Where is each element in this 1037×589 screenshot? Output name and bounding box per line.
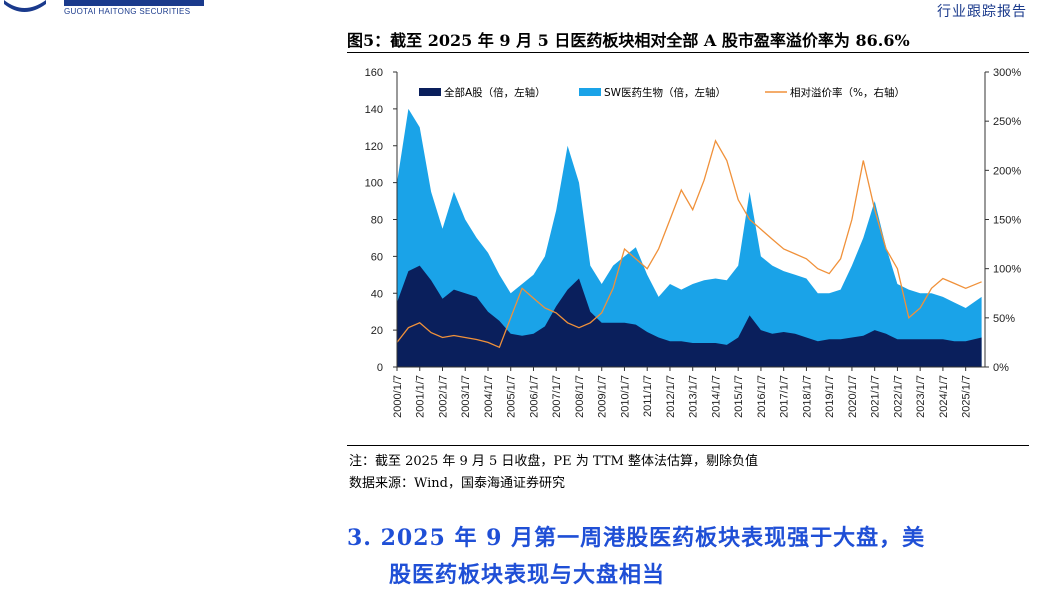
right-tick-label: 0%	[993, 362, 1009, 374]
report-type-label: 行业跟踪报告	[937, 4, 1027, 20]
footer-rule	[347, 445, 1029, 446]
legend-sw-pharma-swatch	[579, 88, 601, 96]
legend-all-a-label: 全部A股（倍，左轴）	[444, 86, 546, 99]
left-tick-label: 80	[371, 215, 383, 227]
left-tick-label: 140	[365, 104, 383, 116]
legend: 全部A股（倍，左轴） SW医药生物（倍，左轴） 相对溢价率（%，右轴）	[419, 86, 905, 99]
x-tick-label: 2012/1/7	[665, 375, 677, 418]
title-rule	[347, 52, 1029, 53]
x-tick-label: 2016/1/7	[756, 375, 768, 418]
right-tick-label: 150%	[993, 215, 1021, 227]
legend-premium-label: 相对溢价率（%，右轴）	[790, 86, 905, 99]
series-sw-pharma-area	[397, 108, 982, 368]
x-tick-label: 2002/1/7	[437, 375, 449, 418]
company-logo	[4, 0, 204, 12]
left-tick-label: 60	[371, 251, 383, 263]
right-tick-label: 100%	[993, 264, 1021, 276]
x-tick-label: 2006/1/7	[528, 375, 540, 418]
x-tick-label: 2022/1/7	[892, 375, 904, 418]
section-heading-continued: 股医药板块表现与大盘相当	[389, 562, 666, 588]
legend-premium: 相对溢价率（%，右轴）	[765, 86, 905, 99]
right-tick-label: 50%	[993, 313, 1015, 325]
x-tick-label: 2009/1/7	[597, 375, 609, 418]
legend-all-a: 全部A股（倍，左轴）	[419, 86, 546, 99]
series-all-a-area	[397, 265, 982, 367]
left-tick-label: 0	[377, 362, 383, 374]
section-heading: 3. 2025 年 9 月第一周港股医药板块表现强于大盘，美	[347, 525, 926, 551]
x-tick-label: 2019/1/7	[824, 375, 836, 418]
left-tick-label: 120	[365, 141, 383, 153]
x-tick-label: 2021/1/7	[870, 375, 882, 418]
x-tick-label: 2001/1/7	[415, 375, 427, 418]
x-tick-label: 2004/1/7	[483, 375, 495, 418]
x-tick-label: 2017/1/7	[779, 375, 791, 418]
legend-sw-pharma-label: SW医药生物（倍，左轴）	[604, 86, 726, 99]
left-tick-label: 160	[365, 67, 383, 79]
x-tick-label: 2020/1/7	[847, 375, 859, 418]
right-tick-label: 300%	[993, 67, 1021, 79]
logo-english-name: GUOTAI HAITONG SECURITIES	[64, 7, 191, 16]
x-tick-label: 2024/1/7	[938, 375, 950, 418]
pe-premium-chart: 0 20 40 60 80 100 120 140 160 0% 50% 100% 150% 200% 25…	[365, 67, 1022, 418]
x-tick-label: 2015/1/7	[733, 375, 745, 418]
left-tick-label: 20	[371, 325, 383, 337]
legend-sw-pharma: SW医药生物（倍，左轴）	[579, 86, 726, 99]
axes-group: 0 20 40 60 80 100 120 140 160 0% 50% 100% 150% 200% 25…	[365, 67, 1022, 418]
right-tick-label: 250%	[993, 116, 1021, 128]
x-tick-label: 2023/1/7	[915, 375, 927, 418]
x-tick-label: 2018/1/7	[801, 375, 813, 418]
x-tick-label: 2005/1/7	[506, 375, 518, 418]
x-tick-label: 2000/1/7	[392, 375, 404, 418]
chart-note: 注：截至 2025 年 9 月 5 日收盘，PE 为 TTM 整体法估算，剔除负…	[349, 454, 758, 469]
x-tick-label: 2014/1/7	[710, 375, 722, 418]
right-tick-label: 200%	[993, 165, 1021, 177]
data-source: 数据来源：Wind，国泰海通证券研究	[349, 476, 565, 491]
x-tick-label: 2013/1/7	[688, 375, 700, 418]
x-tick-label: 2008/1/7	[574, 375, 586, 418]
x-tick-label: 2011/1/7	[642, 375, 654, 417]
legend-all-a-swatch	[419, 88, 441, 96]
series-premium-line	[396, 139, 982, 349]
left-tick-label: 100	[365, 178, 383, 190]
x-tick-label: 2003/1/7	[460, 375, 472, 418]
x-tick-label: 2025/1/7	[961, 375, 973, 418]
area-series-group	[397, 108, 982, 368]
figure-title: 图5：截至 2025 年 9 月 5 日医药板块相对全部 A 股市盈率溢价率为 …	[347, 31, 910, 50]
line-series-group	[396, 139, 982, 349]
x-tick-label: 2007/1/7	[551, 375, 563, 418]
left-tick-label: 40	[371, 288, 383, 300]
x-tick-label: 2010/1/7	[619, 375, 631, 418]
